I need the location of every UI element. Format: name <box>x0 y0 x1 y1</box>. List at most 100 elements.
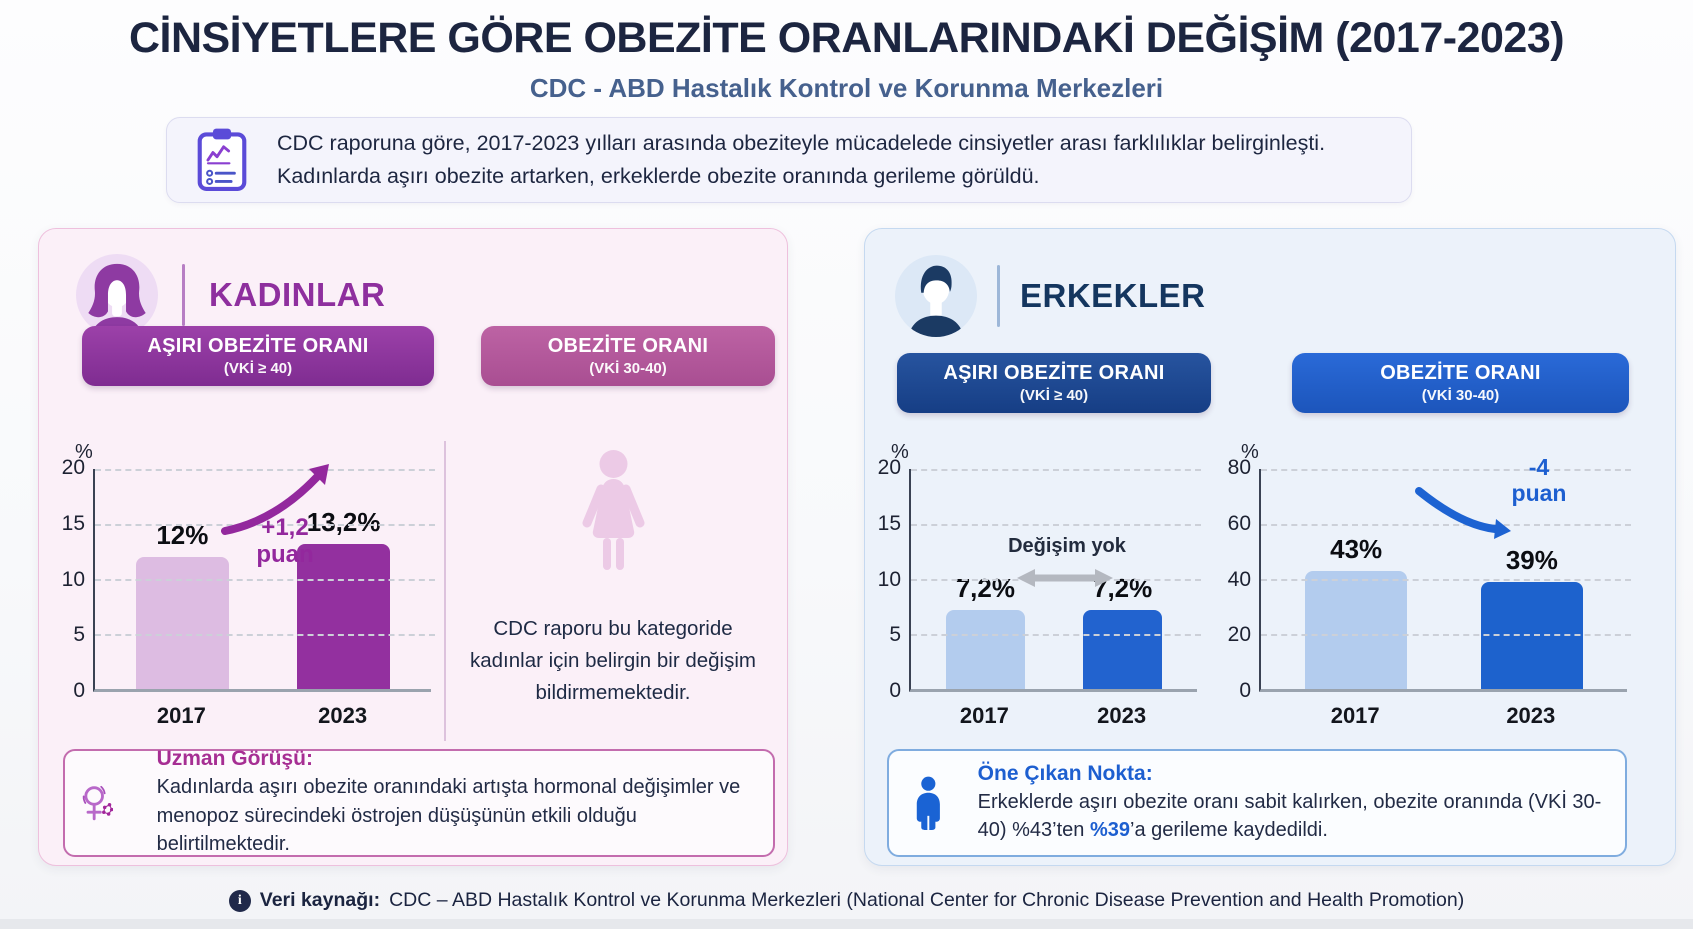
y-tick-label: 5 <box>889 623 901 647</box>
y-tick-label: 15 <box>877 511 901 535</box>
gridline <box>95 579 435 581</box>
y-tick-label: 60 <box>1227 511 1251 535</box>
men-panel: ERKEKLER AŞIRI OBEZİTE ORANI (VKİ ≥ 40) … <box>864 228 1676 866</box>
column-divider <box>444 441 446 741</box>
gridline <box>911 634 1201 636</box>
intro-line-1: CDC raporuna göre, 2017-2023 yılları ara… <box>277 130 1326 155</box>
women-severe-obesity-chart: % 20 15 10 5 0 12% 13,2% 2017 2023 +1,2 puan <box>49 429 439 749</box>
y-axis: 20 15 10 5 0 <box>865 456 901 702</box>
women-panel-title: KADINLAR <box>209 276 386 313</box>
highlight-title: Öne Çıkan Nokta: <box>977 761 1153 785</box>
info-icon: i <box>228 889 251 912</box>
gridline <box>1261 634 1631 636</box>
pill-range: (VKİ ≥ 40) <box>223 360 293 377</box>
y-tick-label: 0 <box>73 679 85 702</box>
gridline <box>1261 524 1631 526</box>
y-axis: 80 60 40 20 0 <box>1215 456 1251 702</box>
x-tick-label: 2023 <box>1506 703 1556 728</box>
expert-opinion-box: Uzman Görüşü: Kadınlarda aşırı obezite o… <box>63 747 775 857</box>
gridline <box>1261 469 1631 471</box>
man-avatar <box>895 255 977 337</box>
no-change-text: CDC raporu bu kategoride kadınlar için b… <box>470 617 756 704</box>
y-tick-label: 10 <box>61 567 85 591</box>
woman-figure-icon <box>582 450 644 570</box>
women-panel-header: KADINLAR <box>76 254 385 336</box>
source-label: Veri kaynağı: <box>259 889 381 911</box>
gridline <box>95 469 435 471</box>
y-tick-label: 5 <box>73 623 85 647</box>
y-tick-label: 80 <box>1227 456 1251 479</box>
y-tick-label: 10 <box>877 567 901 591</box>
person-icon <box>916 776 940 830</box>
bar <box>296 543 391 689</box>
highlight-box: Öne Çıkan Nokta: Erkeklerde aşırı obezit… <box>887 749 1627 857</box>
bar-column-2023: 13,2% <box>296 469 391 689</box>
y-tick-label: 0 <box>1239 679 1251 702</box>
women-severe-obesity-pill: AŞIRI OBEZİTE ORANI (VKİ ≥ 40) <box>82 326 434 386</box>
bar-value-label: 13,2% <box>306 506 381 537</box>
bar-value-label: 43% <box>1330 533 1383 564</box>
bar <box>945 609 1026 689</box>
pill-title: AŞIRI OBEZİTE ORANI <box>147 335 369 357</box>
gridline <box>95 634 435 636</box>
bar-column-2017: 7,2% <box>945 469 1026 689</box>
women-panel: KADINLAR AŞIRI OBEZİTE ORANI (VKİ ≥ 40) … <box>38 228 788 866</box>
y-tick-label: 20 <box>877 456 901 479</box>
x-tick-label: 2017 <box>156 703 206 728</box>
expert-opinion-title: Uzman Görüşü: <box>156 747 313 771</box>
men-obesity-pill: OBEZİTE ORANI (VKİ 30-40) <box>1292 353 1629 413</box>
no-change-annotation: Değişim yok <box>1008 535 1126 557</box>
gridline <box>95 524 435 526</box>
bar-value-label: 7,2% <box>955 572 1015 603</box>
bottom-strip <box>0 919 1693 929</box>
women-obesity-note: CDC raporu bu kategoride kadınlar için b… <box>463 447 763 708</box>
plot-area: 7,2% 7,2% <box>909 469 1201 692</box>
gridline <box>911 469 1201 471</box>
clipboard-chart-icon <box>197 128 247 191</box>
pill-range: (VKİ 30-40) <box>589 360 667 377</box>
bar-value-label: 39% <box>1505 544 1558 575</box>
pill-title: OBEZİTE ORANI <box>1380 362 1541 384</box>
increase-arrow-icon <box>221 464 329 535</box>
x-tick-label: 2017 <box>1330 703 1380 728</box>
plot-area: 43% 39% <box>1259 469 1631 692</box>
gridline <box>1261 579 1631 581</box>
y-tick-label: 20 <box>1227 623 1251 647</box>
x-axis-labels: 2017 2023 <box>909 703 1197 737</box>
header-divider <box>182 264 185 326</box>
decrease-annotation: -4 puan <box>1511 454 1567 506</box>
plot-area: 12% 13,2% <box>93 469 435 692</box>
hormone-gender-icon <box>82 785 113 821</box>
pill-title: AŞIRI OBEZİTE ORANI <box>943 362 1165 384</box>
bar-column-2017: 43% <box>1305 469 1408 689</box>
source-text: CDC – ABD Hastalık Kontrol ve Korunma Me… <box>389 889 1465 911</box>
no-change-arrow-icon <box>1017 569 1113 587</box>
bar <box>135 557 230 689</box>
y-tick-label: 0 <box>889 679 901 702</box>
men-panel-title: ERKEKLER <box>1020 277 1206 314</box>
bar <box>1082 609 1163 689</box>
page-title: CİNSİYETLERE GÖRE OBEZİTE ORANLARINDAKİ … <box>128 14 1565 62</box>
y-axis-unit-label: % <box>75 441 93 463</box>
men-severe-obesity-chart: % 20 15 10 5 0 7,2% 7,2% 2017 2023 Değişim yok <box>865 429 1205 749</box>
x-tick-label: 2023 <box>318 703 368 728</box>
highlight-body: Erkeklerde aşırı obezite oranı sabit kal… <box>977 790 1602 841</box>
x-tick-label: 2017 <box>959 703 1009 728</box>
men-panel-header: ERKEKLER <box>895 255 1206 337</box>
y-axis: 20 15 10 5 0 <box>49 456 85 702</box>
y-tick-label: 20 <box>61 456 85 479</box>
decrease-arrow-icon <box>1415 487 1511 539</box>
source-footer: i Veri kaynağı: CDC – ABD Hastalık Kontr… <box>0 889 1693 912</box>
men-severe-obesity-pill: AŞIRI OBEZİTE ORANI (VKİ ≥ 40) <box>897 353 1211 413</box>
y-tick-label: 15 <box>61 511 85 535</box>
intro-box: CDC raporuna göre, 2017-2023 yılları ara… <box>166 117 1412 203</box>
x-axis-labels: 2017 2023 <box>93 703 431 737</box>
x-tick-label: 2023 <box>1097 703 1147 728</box>
men-obesity-chart: % 80 60 40 20 0 43% 39% 2017 2023 -4 puan <box>1215 429 1635 749</box>
bar <box>1305 570 1408 689</box>
page-subtitle: CDC - ABD Hastalık Kontrol ve Korunma Me… <box>529 73 1164 103</box>
expert-opinion-body: Kadınlarda aşırı obezite oranındaki artı… <box>156 776 741 856</box>
pill-range: (VKİ ≥ 40) <box>1019 387 1089 404</box>
intro-line-2: Kadınlarda aşırı obezite artarken, erkek… <box>277 164 1040 188</box>
